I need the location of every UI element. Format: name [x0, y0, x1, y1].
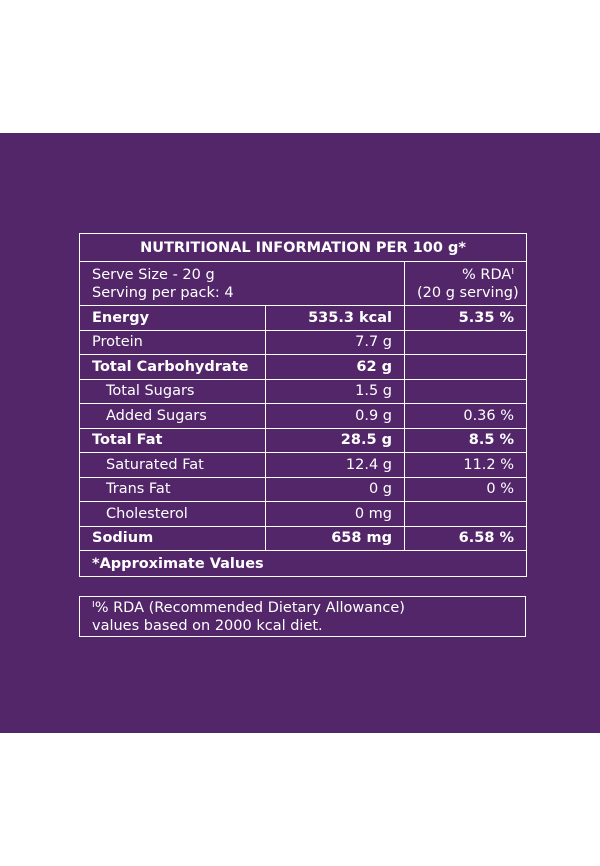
nutrient-row: Protein 7.7 g — [79, 329, 528, 355]
nutrient-row: Added Sugars 0.9 g 0.36 % — [79, 403, 528, 429]
nutrient-name: Energy — [79, 305, 266, 331]
nutrient-name: Sodium — [79, 525, 266, 551]
nutrient-rda: 6.58 % — [403, 525, 528, 551]
rda-heading-line: % RDAᴵ — [462, 266, 515, 283]
footnote-row: ᴵ% RDA (Recommended Dietary Allowance) va… — [79, 596, 526, 637]
empty-cell — [403, 329, 528, 355]
nutrient-name: Total Sugars — [79, 378, 266, 404]
nutrient-rda: 0 % — [403, 476, 528, 502]
nutrient-rda: 8.5 % — [403, 427, 528, 453]
footnote: ᴵ% RDA (Recommended Dietary Allowance) va… — [79, 596, 526, 637]
nutrient-amount: 62 g — [265, 354, 405, 380]
nutrient-amount: 535.3 kcal — [265, 305, 405, 331]
nutrient-rda: 0.36 % — [403, 403, 528, 429]
nutrient-name: Saturated Fat — [79, 452, 266, 478]
empty-cell — [403, 354, 528, 380]
nutrient-amount: 7.7 g — [265, 329, 405, 355]
nutrient-name: Cholesterol — [79, 501, 266, 527]
serving-info: Serve Size - 20 g Serving per pack: 4 — [79, 261, 405, 306]
nutrient-name: Total Fat — [79, 427, 266, 453]
nutrient-name: Trans Fat — [79, 476, 266, 502]
note-row: *Approximate Values — [78, 550, 528, 577]
nutrient-amount: 28.5 g — [265, 427, 405, 453]
nutrient-row: Cholesterol 0 mg — [79, 501, 528, 527]
nutrient-rda: 11.2 % — [403, 452, 528, 478]
serving-row: Serve Size - 20 g Serving per pack: 4 % R… — [79, 261, 528, 306]
nutrient-name: Protein — [79, 329, 266, 355]
nutrient-row: Total Carbohydrate 62 g — [79, 354, 528, 380]
footnote-line: ᴵ% RDA (Recommended Dietary Allowance) — [92, 599, 405, 616]
nutrient-amount: 0 g — [265, 476, 405, 502]
rda-heading-line: (20 g serving) — [417, 284, 519, 301]
empty-cell — [403, 378, 528, 404]
nutrient-row: Total Sugars 1.5 g — [79, 378, 528, 404]
nutrient-amount: 1.5 g — [265, 378, 405, 404]
nutrient-name: Added Sugars — [79, 403, 266, 429]
footnote-box: ᴵ% RDA (Recommended Dietary Allowance) va… — [79, 596, 526, 637]
nutrition-table: NUTRITIONAL INFORMATION PER 100 g* Serve… — [78, 233, 528, 577]
serving-line: Serving per pack: 4 — [92, 284, 234, 301]
nutrient-amount: 658 mg — [265, 525, 405, 551]
nutrient-amount: 12.4 g — [265, 452, 405, 478]
nutrient-amount: 0 mg — [265, 501, 405, 527]
table-body: NUTRITIONAL INFORMATION PER 100 g* Serve… — [78, 233, 528, 577]
nutrient-row: Energy 535.3 kcal 5.35 % — [79, 305, 528, 331]
serving-line: Serve Size - 20 g — [92, 266, 215, 283]
nutrient-row: Sodium 658 mg 6.58 % — [79, 525, 528, 551]
footnote-line: values based on 2000 kcal diet. — [92, 617, 323, 634]
nutrient-rda: 5.35 % — [403, 305, 528, 331]
nutrient-row: Saturated Fat 12.4 g 11.2 % — [79, 452, 528, 478]
rda-heading: % RDAᴵ (20 g serving) — [403, 261, 528, 306]
nutrient-name: Total Carbohydrate — [79, 354, 266, 380]
nutrient-row: Total Fat 28.5 g 8.5 % — [79, 427, 528, 453]
approx-note: *Approximate Values — [78, 550, 528, 577]
header-row: NUTRITIONAL INFORMATION PER 100 g* — [78, 233, 528, 262]
empty-cell — [403, 501, 528, 527]
table-title: NUTRITIONAL INFORMATION PER 100 g* — [78, 233, 528, 262]
nutrient-amount: 0.9 g — [265, 403, 405, 429]
